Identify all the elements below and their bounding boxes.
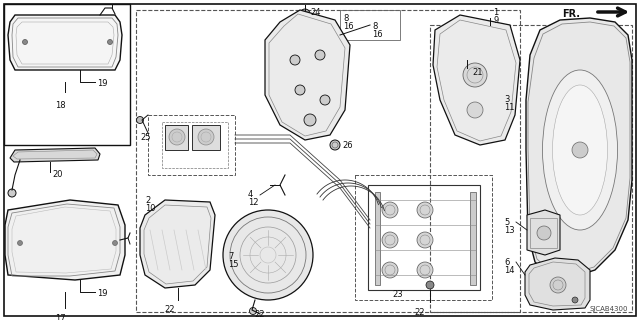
Circle shape	[572, 297, 578, 303]
Text: 6: 6	[504, 258, 509, 267]
Text: SJCAB4300: SJCAB4300	[589, 306, 628, 312]
Polygon shape	[165, 125, 188, 150]
Text: 17: 17	[54, 314, 65, 320]
Text: 22: 22	[164, 305, 175, 314]
Polygon shape	[433, 15, 520, 145]
Text: 22: 22	[255, 310, 265, 319]
Polygon shape	[140, 200, 215, 288]
Polygon shape	[8, 15, 122, 70]
Text: 16: 16	[343, 22, 354, 31]
Text: 5: 5	[504, 218, 509, 227]
Polygon shape	[265, 10, 350, 140]
Text: 20: 20	[52, 170, 63, 179]
Circle shape	[169, 129, 185, 145]
Circle shape	[136, 116, 143, 124]
Polygon shape	[192, 125, 220, 150]
Text: 14: 14	[504, 266, 515, 275]
Circle shape	[300, 9, 310, 19]
Text: 24: 24	[310, 8, 321, 17]
Circle shape	[17, 241, 22, 245]
Circle shape	[417, 262, 433, 278]
Text: 11: 11	[504, 103, 515, 112]
Circle shape	[198, 129, 214, 145]
Text: 8: 8	[343, 14, 348, 23]
Text: 19: 19	[97, 289, 108, 298]
Text: 10: 10	[145, 204, 156, 213]
Ellipse shape	[552, 85, 607, 215]
Circle shape	[22, 39, 28, 44]
Circle shape	[572, 142, 588, 158]
Circle shape	[426, 281, 434, 289]
Polygon shape	[470, 192, 476, 285]
Circle shape	[417, 202, 433, 218]
Text: 3: 3	[504, 95, 509, 104]
Circle shape	[537, 226, 551, 240]
Text: 21: 21	[472, 68, 483, 77]
Text: 9: 9	[493, 16, 499, 25]
Circle shape	[108, 39, 113, 44]
Circle shape	[295, 85, 305, 95]
Circle shape	[382, 262, 398, 278]
Text: 19: 19	[97, 79, 108, 88]
Polygon shape	[527, 210, 560, 255]
Text: 13: 13	[504, 226, 515, 235]
Text: 15: 15	[228, 260, 239, 269]
Text: 18: 18	[54, 101, 65, 110]
Circle shape	[467, 102, 483, 118]
Polygon shape	[525, 258, 590, 310]
Text: 16: 16	[372, 30, 383, 39]
Circle shape	[550, 277, 566, 293]
Circle shape	[463, 63, 487, 87]
Circle shape	[463, 68, 472, 77]
Circle shape	[382, 202, 398, 218]
Text: 8: 8	[372, 22, 378, 31]
Circle shape	[290, 55, 300, 65]
Ellipse shape	[543, 70, 618, 230]
Text: 12: 12	[248, 198, 259, 207]
Text: FR.: FR.	[562, 9, 580, 19]
Circle shape	[320, 95, 330, 105]
Text: 25: 25	[140, 133, 150, 142]
Circle shape	[417, 232, 433, 248]
Text: 2: 2	[145, 196, 150, 205]
Circle shape	[330, 140, 340, 150]
Polygon shape	[375, 192, 380, 285]
Text: 4: 4	[248, 190, 253, 199]
Circle shape	[304, 114, 316, 126]
Circle shape	[113, 241, 118, 245]
Circle shape	[315, 50, 325, 60]
Polygon shape	[526, 18, 632, 278]
Polygon shape	[10, 148, 100, 162]
Polygon shape	[5, 200, 125, 280]
Text: 26: 26	[342, 141, 353, 150]
Circle shape	[223, 210, 313, 300]
Circle shape	[250, 308, 257, 315]
Text: 1: 1	[493, 8, 499, 17]
Circle shape	[8, 189, 16, 197]
Circle shape	[382, 232, 398, 248]
Text: 23: 23	[392, 290, 403, 299]
Text: 22: 22	[415, 308, 425, 317]
Text: 7: 7	[228, 252, 234, 261]
